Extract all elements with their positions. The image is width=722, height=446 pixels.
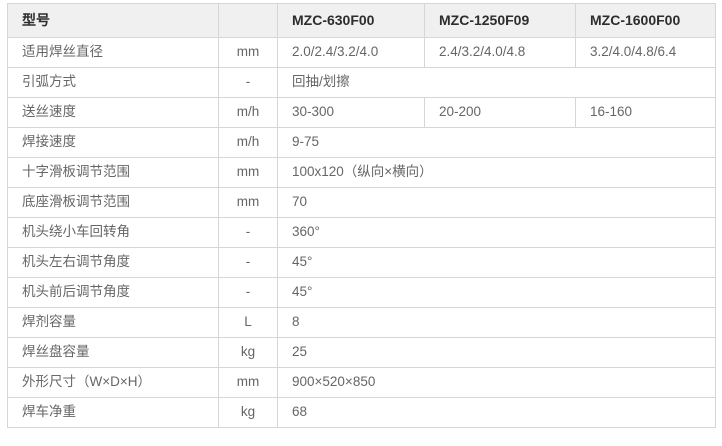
row-value-merged: 25 xyxy=(277,337,716,368)
table-row: 送丝速度 m/h 30-300 20-200 16-160 xyxy=(7,97,716,128)
row-label: 焊丝盘容量 xyxy=(7,337,219,368)
row-value-merged: 45° xyxy=(277,277,716,308)
row-label: 机头前后调节角度 xyxy=(7,277,219,308)
row-label: 焊车净重 xyxy=(7,397,219,428)
row-label: 焊剂容量 xyxy=(7,307,219,338)
row-label: 十字滑板调节范围 xyxy=(7,157,219,188)
table-header: 型号 MZC-630F00 MZC-1250F09 MZC-1600F00 xyxy=(7,3,716,38)
table-header-row: 型号 MZC-630F00 MZC-1250F09 MZC-1600F00 xyxy=(7,3,716,38)
table-row: 焊丝盘容量 kg 25 xyxy=(7,337,716,368)
row-value-3: 16-160 xyxy=(575,97,716,128)
row-unit: - xyxy=(218,247,278,278)
row-unit: kg xyxy=(218,397,278,428)
specification-table: 型号 MZC-630F00 MZC-1250F09 MZC-1600F00 适用… xyxy=(7,3,716,428)
table-row: 外形尺寸（W×D×H） mm 900×520×850 xyxy=(7,367,716,398)
row-value-merged: 回抽/划擦 xyxy=(277,67,716,98)
row-unit: kg xyxy=(218,337,278,368)
row-unit: - xyxy=(218,217,278,248)
table-row: 焊接速度 m/h 9-75 xyxy=(7,127,716,158)
table-row: 机头左右调节角度 -45° xyxy=(7,247,716,278)
row-label: 适用焊丝直径 xyxy=(7,37,219,68)
header-cell-model-1: MZC-630F00 xyxy=(277,3,425,38)
spec-table-container: 型号 MZC-630F00 MZC-1250F09 MZC-1600F00 适用… xyxy=(7,3,716,428)
table-row: 引弧方式 - 回抽/划擦 xyxy=(7,67,716,98)
table-row: 焊车净重 kg 68 xyxy=(7,397,716,428)
row-value-merged: 900×520×850 xyxy=(277,367,716,398)
table-row: 焊剂容量 L 8 xyxy=(7,307,716,338)
table-row: 底座滑板调节范围 mm 70 xyxy=(7,187,716,218)
row-unit: mm xyxy=(218,157,278,188)
row-value-1: 2.0/2.4/3.2/4.0 xyxy=(277,37,425,68)
header-cell-model-3: MZC-1600F00 xyxy=(575,3,716,38)
row-value-merged: 360° xyxy=(277,217,716,248)
row-label: 外形尺寸（W×D×H） xyxy=(7,367,219,398)
table-row: 机头绕小车回转角 -360° xyxy=(7,217,716,248)
row-unit: - xyxy=(218,277,278,308)
row-label: 送丝速度 xyxy=(7,97,219,128)
header-cell-model-2: MZC-1250F09 xyxy=(424,3,576,38)
row-value-1: 30-300 xyxy=(277,97,425,128)
row-unit: m/h xyxy=(218,97,278,128)
row-unit: - xyxy=(218,67,278,98)
row-value-2: 2.4/3.2/4.0/4.8 xyxy=(424,37,576,68)
row-label: 引弧方式 xyxy=(7,67,219,98)
row-value-merged: 100x120（纵向×横向） xyxy=(277,157,716,188)
row-unit: mm xyxy=(218,37,278,68)
row-value-merged: 45° xyxy=(277,247,716,278)
row-value-merged: 68 xyxy=(277,397,716,428)
row-value-merged: 8 xyxy=(277,307,716,338)
row-value-merged: 70 xyxy=(277,187,716,218)
header-cell-unit xyxy=(218,3,278,38)
table-row: 十字滑板调节范围 mm 100x120（纵向×横向） xyxy=(7,157,716,188)
row-label: 焊接速度 xyxy=(7,127,219,158)
table-row: 机头前后调节角度 -45° xyxy=(7,277,716,308)
row-value-2: 20-200 xyxy=(424,97,576,128)
row-unit: m/h xyxy=(218,127,278,158)
row-unit: mm xyxy=(218,187,278,218)
row-value-merged: 9-75 xyxy=(277,127,716,158)
row-label: 底座滑板调节范围 xyxy=(7,187,219,218)
row-label: 机头左右调节角度 xyxy=(7,247,219,278)
row-unit: L xyxy=(218,307,278,338)
row-unit: mm xyxy=(218,367,278,398)
row-value-3: 3.2/4.0/4.8/6.4 xyxy=(575,37,716,68)
row-label: 机头绕小车回转角 xyxy=(7,217,219,248)
table-row: 适用焊丝直径 mm 2.0/2.4/3.2/4.0 2.4/3.2/4.0/4.8 3.… xyxy=(7,37,716,68)
table-body: 适用焊丝直径 mm 2.0/2.4/3.2/4.0 2.4/3.2/4.0/4.8 3.… xyxy=(7,37,716,428)
header-cell-name: 型号 xyxy=(7,3,219,38)
